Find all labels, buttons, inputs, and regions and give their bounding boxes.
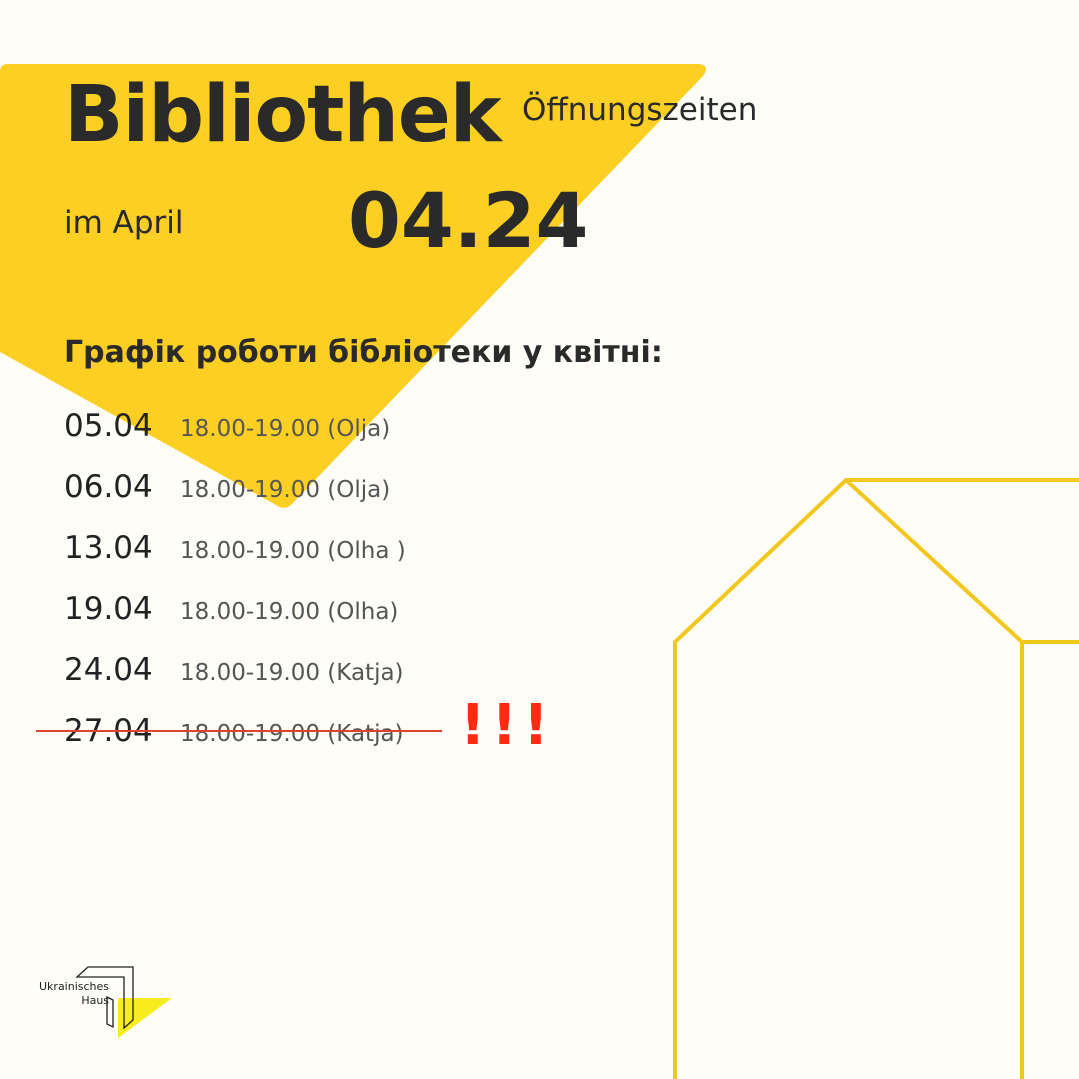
row-date: 19.04	[64, 591, 153, 627]
yellow-triangle-shape	[0, 64, 706, 508]
schedule-row: 24.04 18.00-19.00 (Katja)	[64, 652, 404, 692]
row-time: 18.00-19.00 (Olja)	[180, 477, 391, 503]
month-label: im April	[64, 205, 184, 241]
schedule-row: 06.04 18.00-19.00 (Olja)	[64, 469, 390, 509]
logo-line-1: Ukrainisches	[39, 980, 110, 993]
schedule-row-cancelled: 27.04 18.00-19.00 (Katja)	[64, 713, 404, 753]
logo-text: Ukrainisches Haus	[39, 980, 109, 1008]
subtitle: Öffnungszeiten	[522, 92, 758, 128]
row-time: 18.00-19.00 (Olja)	[180, 416, 391, 442]
row-time: 18.00-19.00 (Olha)	[180, 599, 399, 625]
schedule-row: 05.04 18.00-19.00 (Olja)	[64, 408, 390, 448]
house-outline	[673, 478, 1079, 1079]
logo-line-2: Haus	[81, 994, 110, 1007]
row-time: 18.00-19.00 (Katja)	[180, 721, 404, 747]
logo-mark	[75, 966, 172, 1038]
row-date: 24.04	[64, 652, 153, 688]
date-code: 04.24	[348, 176, 589, 265]
row-time: 18.00-19.00 (Olha )	[180, 538, 406, 564]
schedule-row: 13.04 18.00-19.00 (Olha )	[64, 530, 406, 570]
schedule-heading: Графік роботи бібліотеки у квітні:	[64, 335, 663, 370]
row-date: 05.04	[64, 408, 153, 444]
row-date: 13.04	[64, 530, 153, 566]
strikethrough-line	[36, 730, 442, 732]
page-title: Bibliothek	[64, 70, 502, 160]
alert-marks: !!!	[460, 693, 555, 758]
row-time: 18.00-19.00 (Katja)	[180, 660, 404, 686]
row-date: 06.04	[64, 469, 153, 505]
schedule-row: 19.04 18.00-19.00 (Olha)	[64, 591, 398, 631]
